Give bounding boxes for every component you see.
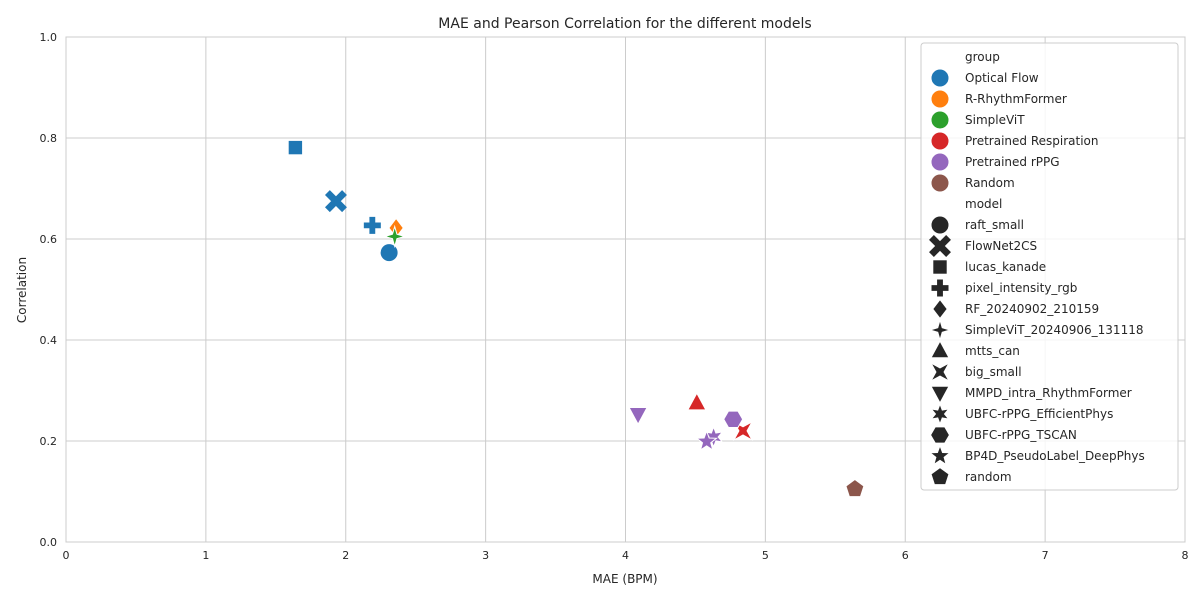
legend-marker-model	[928, 444, 952, 466]
x-tick-label: 1	[202, 549, 209, 562]
y-tick-labels: 0.0 0.2 0.4 0.6 0.8 1.0	[40, 31, 58, 549]
plot-frame	[65, 36, 1186, 543]
x-axis-label: MAE (BPM)	[592, 572, 657, 586]
x-tick-label: 7	[1042, 549, 1049, 562]
x-tick-labels: 0 1 2 3 4 5 6 7 8	[63, 549, 1189, 562]
x-tick-label: 6	[902, 549, 909, 562]
legend-label: Pretrained Respiration	[965, 134, 1098, 148]
y-tick-label: 1.0	[40, 31, 58, 44]
legend-label: lucas_kanade	[965, 260, 1046, 274]
legend-marker-model	[930, 466, 950, 486]
legend-label: pixel_intensity_rgb	[965, 281, 1077, 295]
y-tick-label: 0.2	[40, 435, 58, 448]
legend-marker-group	[930, 68, 950, 88]
legend-label: R-RhythmFormer	[965, 92, 1067, 106]
legend-marker-model	[928, 318, 952, 342]
legend-marker-model	[932, 259, 948, 275]
data-point-pixel_intensity_rgb	[362, 215, 382, 235]
legend-marker-model	[929, 235, 951, 257]
legend-marker-model	[929, 361, 951, 383]
legend-marker-group	[930, 131, 950, 151]
legend-marker-model	[930, 278, 950, 298]
data-points	[287, 139, 865, 498]
data-point-mtts_can	[686, 392, 707, 411]
legend-marker-model	[930, 385, 950, 404]
legend-marker-group	[930, 110, 950, 130]
data-point-SimpleViT_20240906_131118	[383, 224, 407, 249]
legend-label: raft_small	[965, 218, 1024, 232]
x-tick-label: 5	[762, 549, 769, 562]
legend-marker-group	[930, 89, 950, 109]
data-point-UBFC-rPPG_TSCAN	[723, 410, 744, 428]
legend-label: SimpleViT_20240906_131118	[965, 323, 1143, 337]
legend-label: mtts_can	[965, 344, 1020, 358]
legend-label: MMPD_intra_RhythmFormer	[965, 386, 1132, 400]
data-point-UBFC-rPPG_EfficientPhys	[703, 425, 724, 449]
legend-label: Pretrained rPPG	[965, 155, 1060, 169]
legend-label: random	[965, 470, 1012, 484]
data-point-MMPD_intra_RhythmFormer	[628, 406, 648, 426]
y-tick-label: 0.8	[40, 132, 58, 145]
x-tick-label: 3	[482, 549, 489, 562]
legend-frame	[920, 42, 1179, 491]
legend-marker-model	[930, 215, 950, 235]
chart-title: MAE and Pearson Correlation for the diff…	[438, 16, 811, 32]
legend-label: FlowNet2CS	[965, 239, 1037, 253]
legend-label: SimpleViT	[965, 113, 1025, 127]
legend-label: RF_20240902_210159	[965, 302, 1099, 316]
legend-label: Random	[965, 176, 1015, 190]
x-tick-label: 0	[63, 549, 70, 562]
data-point-BP4D_PseudoLabel_DeepPhys	[695, 429, 718, 452]
legend-marker-group	[930, 173, 950, 193]
y-tick-label: 0.4	[40, 334, 58, 347]
legend-label: Optical Flow	[965, 71, 1039, 85]
y-axis-label: Correlation	[15, 257, 29, 323]
data-point-raft_small	[379, 243, 399, 263]
y-tick-label: 0.6	[40, 233, 58, 246]
legend-marker-model	[929, 426, 951, 444]
data-point-random	[845, 478, 865, 498]
legend-label: UBFC-rPPG_TSCAN	[965, 428, 1077, 442]
data-point-FlowNet2CS	[324, 190, 347, 213]
legend-label: BP4D_PseudoLabel_DeepPhys	[965, 449, 1145, 463]
data-point-lucas_kanade	[287, 139, 304, 156]
x-tick-label: 2	[342, 549, 349, 562]
x-tick-label: 8	[1182, 549, 1189, 562]
legend-subtitle: group	[965, 50, 1000, 64]
legend-label: UBFC-rPPG_EfficientPhys	[965, 407, 1113, 421]
legend-label: big_small	[965, 365, 1022, 379]
legend: group Optical Flow R-RhythmFormer SimpleViT…	[920, 42, 1179, 491]
legend-marker-group	[930, 152, 950, 172]
legend-marker-model	[930, 402, 950, 426]
legend-marker-model	[930, 340, 950, 359]
y-tick-label: 0.0	[40, 536, 58, 549]
legend-subtitle: model	[965, 197, 1002, 211]
x-tick-label: 4	[622, 549, 629, 562]
